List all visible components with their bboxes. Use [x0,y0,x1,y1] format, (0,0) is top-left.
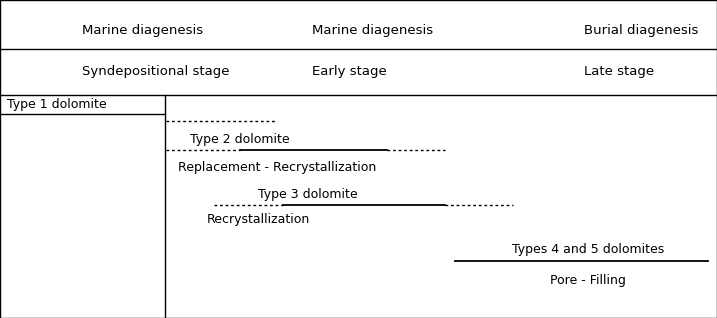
Text: Replacement - Recrystallization: Replacement - Recrystallization [178,161,376,174]
Text: Burial diagenesis: Burial diagenesis [584,24,699,37]
Text: Type 3 dolomite: Type 3 dolomite [259,188,358,201]
Text: Marine diagenesis: Marine diagenesis [82,24,204,37]
Text: Marine diagenesis: Marine diagenesis [312,24,433,37]
Text: Types 4 and 5 dolomites: Types 4 and 5 dolomites [512,243,664,256]
Text: Type 2 dolomite: Type 2 dolomite [191,134,290,146]
Text: Pore - Filling: Pore - Filling [550,274,626,287]
Text: Recrystallization: Recrystallization [206,213,310,226]
Text: Type 1 dolomite: Type 1 dolomite [7,99,107,111]
Text: Late stage: Late stage [584,65,655,78]
Text: Early stage: Early stage [312,65,386,78]
Text: Syndepositional stage: Syndepositional stage [82,65,230,78]
